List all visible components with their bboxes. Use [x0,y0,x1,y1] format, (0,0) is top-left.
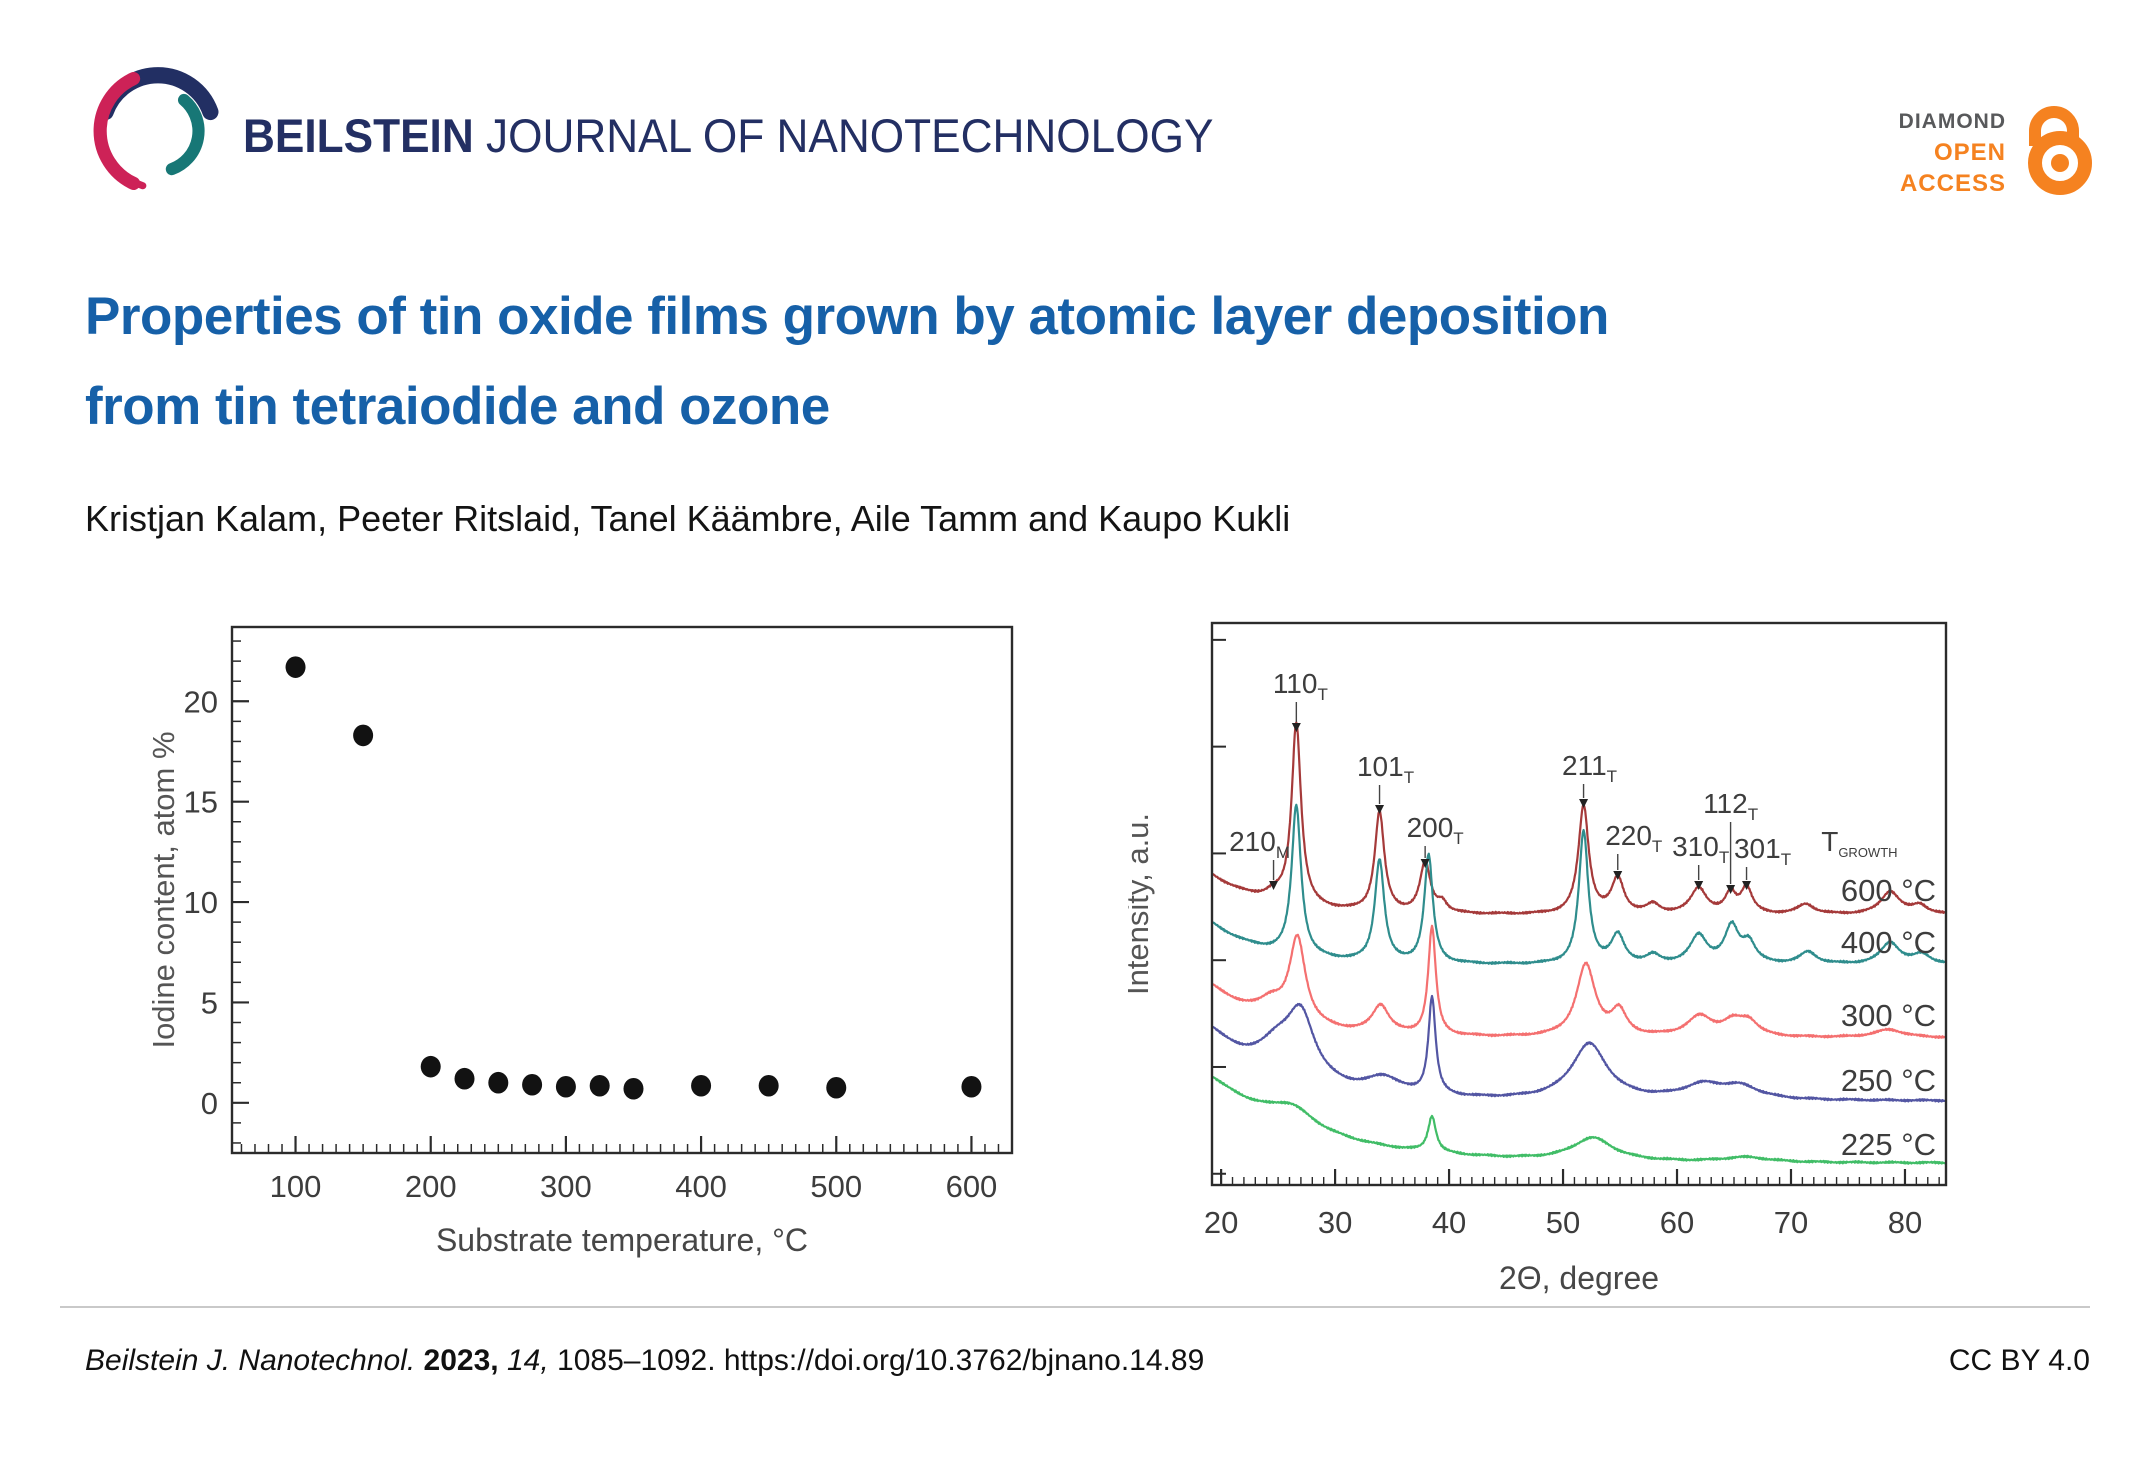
citation-pages: 1085–1092. [557,1344,716,1377]
svg-text:300: 300 [540,1169,592,1204]
svg-text:20: 20 [184,684,218,719]
authors-line: Kristjan Kalam, Peeter Ritslaid, Tanel K… [85,498,1291,539]
svg-text:20: 20 [1204,1205,1238,1240]
svg-text:211T: 211T [1562,750,1617,786]
badge-text: DIAMOND OPEN ACCESS [1868,106,2006,199]
svg-text:110T: 110T [1273,668,1328,704]
beilstein-swirl-logo-icon [93,67,219,190]
svg-text:50: 50 [1546,1205,1580,1240]
paper-title-line1: Properties of tin oxide films grown by a… [85,287,1609,346]
paper-title: Properties of tin oxide films grown by a… [85,272,2085,452]
xrd-pattern-chart: 600 °C 400 °C 300 °C 250 °C 225 °C 210M 110T 10… [1120,600,1988,1305]
svg-text:5: 5 [201,985,218,1020]
svg-text:300 °C: 300 °C [1841,998,1936,1033]
journal-wordmark: BEILSTEIN JOURNAL OF NANOTECHNOLOGY [243,108,1213,163]
svg-text:40: 40 [1432,1205,1466,1240]
svg-text:70: 70 [1774,1205,1808,1240]
svg-text:500: 500 [810,1169,862,1204]
svg-text:225 °C: 225 °C [1841,1127,1936,1162]
citation-year: 2023, [423,1344,499,1377]
svg-text:60: 60 [1660,1205,1694,1240]
license-label: CC BY 4.0 [1948,1344,2090,1377]
svg-text:600 °C: 600 °C [1841,873,1936,908]
open-access-lock-icon [2028,106,2092,195]
svg-text:220T: 220T [1605,820,1662,856]
badge-open-label: OPEN [1933,139,2006,166]
svg-text:100: 100 [270,1169,322,1204]
svg-text:200T: 200T [1407,812,1464,848]
svg-text:10: 10 [184,885,218,920]
svg-text:600: 600 [946,1169,998,1204]
journal-name-bold: BEILSTEIN [243,109,474,162]
journal-name-light: JOURNAL OF NANOTECHNOLOGY [473,109,1214,162]
citation-volume: 14, [506,1344,549,1377]
svg-text:400: 400 [675,1169,727,1204]
doi-link[interactable]: https://doi.org/10.3762/bjnano.14.89 [723,1344,1205,1377]
diamond-open-access-badge: DIAMOND OPEN ACCESS [1868,100,2094,199]
footer-citation: Beilstein J. Nanotechnol. 2023, 14, 1085… [85,1344,1204,1378]
svg-text:101T: 101T [1357,751,1414,787]
badge-diamond-label: DIAMOND [1898,110,2006,133]
svg-text:250 °C: 250 °C [1841,1063,1936,1098]
svg-text:0: 0 [201,1086,218,1121]
svg-text:400 °C: 400 °C [1841,925,1936,960]
badge-access-label: ACCESS [1899,170,2006,197]
svg-text:Intensity, a.u.: Intensity, a.u. [1128,813,1155,995]
svg-text:Iodine content, atom %: Iodine content, atom % [150,731,181,1048]
footer-divider [60,1306,2090,1308]
iodine-scatter-chart: 100 200 300 400 500 600 0 5 10 15 20 Iodine content… [146,598,1050,1303]
svg-text:80: 80 [1888,1205,1922,1240]
svg-text:2Θ, degree: 2Θ, degree [1499,1260,1659,1296]
svg-text:112T: 112T [1703,788,1758,824]
svg-text:310T: 310T [1672,831,1729,867]
svg-text:Substrate temperature, °C: Substrate temperature, °C [436,1222,808,1258]
paper-title-line2: from tin tetraiodide and ozone [85,377,830,436]
citation-journal: Beilstein J. Nanotechnol. [85,1344,416,1377]
svg-text:30: 30 [1318,1205,1352,1240]
svg-text:301T: 301T [1734,833,1791,869]
svg-text:TGROWTH: TGROWTH [1821,826,1897,860]
svg-text:15: 15 [184,785,218,820]
svg-text:200: 200 [405,1169,457,1204]
svg-text:210M: 210M [1229,826,1290,862]
